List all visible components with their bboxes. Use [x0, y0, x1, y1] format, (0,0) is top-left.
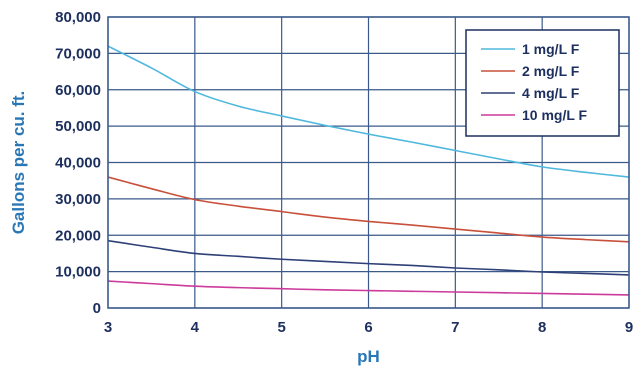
series-line-3 — [107, 239, 630, 276]
legend-label: 4 mg/L F — [522, 85, 580, 101]
legend-label: 10 mg/L F — [522, 107, 588, 123]
y-tick-label: 10,000 — [55, 264, 101, 281]
x-tick-label: 5 — [277, 319, 285, 336]
y-tick-label: 40,000 — [55, 155, 101, 172]
legend-box — [465, 29, 620, 137]
y-tick-label: 60,000 — [55, 82, 101, 99]
x-axis-title: pH — [357, 347, 380, 366]
y-tick-label: 50,000 — [55, 118, 101, 135]
y-tick-label: 0 — [93, 300, 101, 317]
y-axis-title: Gallons per cu. ft. — [9, 91, 28, 235]
x-tick-label: 7 — [451, 319, 459, 336]
x-tick-label: 6 — [364, 319, 372, 336]
plot-frame — [107, 16, 630, 309]
x-tick-labels: 3 4 5 6 7 8 9 — [104, 319, 633, 336]
legend-label: 2 mg/L F — [522, 63, 580, 79]
series-lines — [107, 45, 630, 296]
series-line-2 — [107, 176, 630, 243]
y-tick-label: 30,000 — [55, 191, 101, 208]
x-tick-label: 4 — [191, 319, 200, 336]
x-tick-label: 3 — [104, 319, 112, 336]
series-line-4 — [107, 280, 630, 296]
y-tick-label: 70,000 — [55, 45, 101, 62]
grid — [107, 16, 630, 309]
legend: 1 mg/L F 2 mg/L F 4 mg/L F 10 mg/L F — [465, 29, 620, 137]
x-tick-label: 9 — [625, 319, 633, 336]
x-tick-label: 8 — [538, 319, 546, 336]
y-tick-label: 20,000 — [55, 227, 101, 244]
series-line-1 — [107, 45, 630, 178]
y-tick-labels: 0 10,000 20,000 30,000 40,000 50,000 60,000 70,… — [55, 9, 101, 317]
y-tick-label: 80,000 — [55, 9, 101, 26]
legend-label: 1 mg/L F — [522, 41, 580, 57]
